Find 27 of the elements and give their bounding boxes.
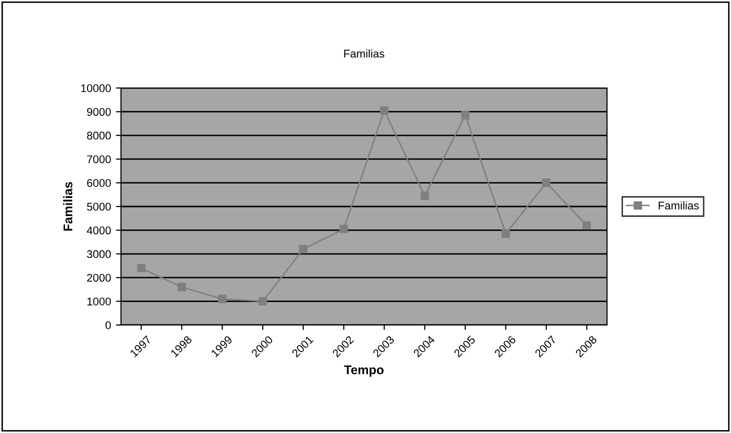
point bbox=[340, 224, 348, 234]
y-tick-label: 2000 bbox=[87, 274, 111, 282]
legend-label: Familias bbox=[658, 201, 699, 210]
y-tick-label: 4000 bbox=[86, 226, 111, 234]
y-tick-label: 0 bbox=[106, 321, 111, 330]
y-tick-label: 7000 bbox=[87, 155, 111, 164]
y-tick-label: 5000 bbox=[87, 202, 111, 211]
chart-title: Familias bbox=[344, 49, 384, 58]
point bbox=[542, 178, 550, 187]
point bbox=[380, 106, 388, 115]
y-tick-label: 8000 bbox=[87, 132, 111, 140]
y-tick-label: 9000 bbox=[87, 108, 111, 116]
point bbox=[299, 244, 308, 254]
y-tick-label: 10000 bbox=[81, 84, 111, 92]
y-tick-label: 3000 bbox=[86, 250, 111, 258]
point bbox=[218, 294, 226, 304]
y-tick-label: 1000 bbox=[87, 298, 111, 306]
point bbox=[420, 192, 429, 200]
y-axis-title: Familias bbox=[63, 182, 72, 231]
point bbox=[502, 230, 510, 238]
point bbox=[137, 264, 146, 272]
point bbox=[258, 297, 267, 306]
x-axis-title: Tempo bbox=[344, 366, 384, 377]
point bbox=[582, 221, 591, 230]
point bbox=[178, 282, 186, 292]
y-tick-label: 6000 bbox=[87, 179, 111, 187]
point bbox=[461, 111, 470, 120]
